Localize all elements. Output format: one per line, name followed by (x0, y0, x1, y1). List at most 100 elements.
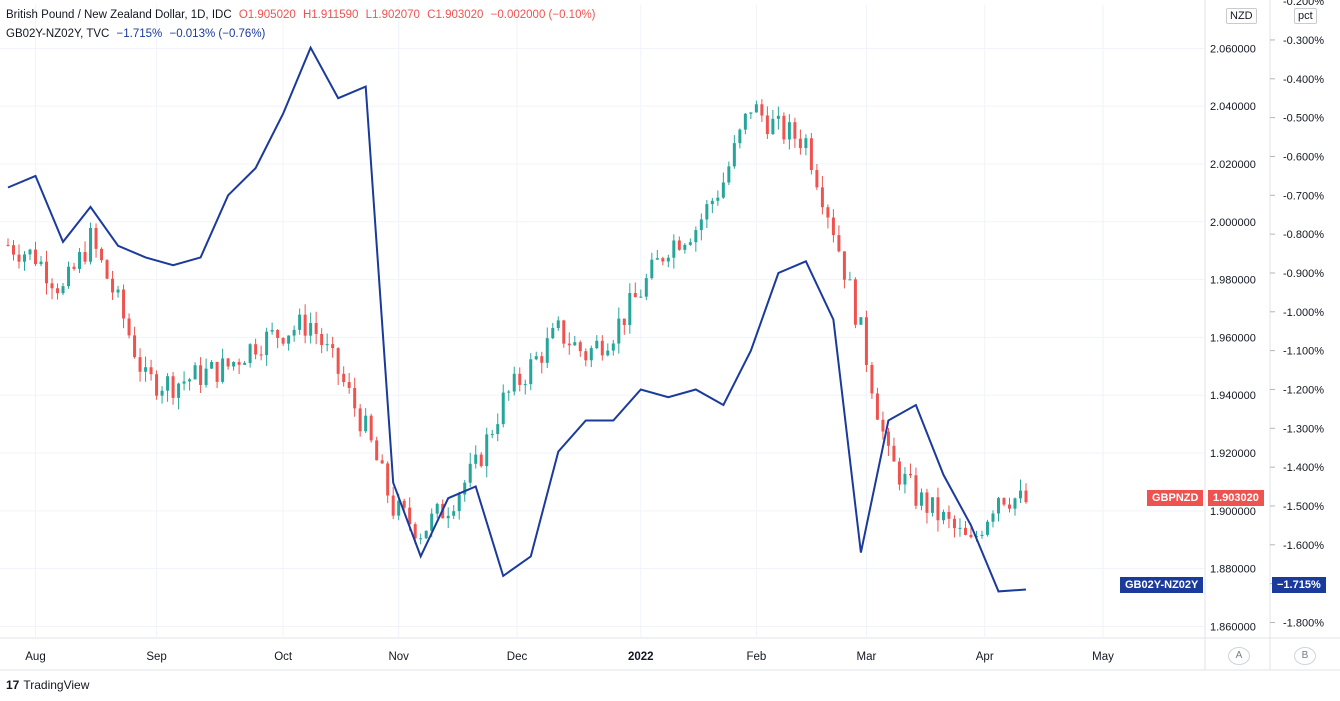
scale-b-button[interactable]: B (1294, 647, 1316, 665)
candle-body (336, 348, 340, 374)
candle-body (127, 318, 131, 336)
candle-body (622, 318, 626, 326)
candle-body (177, 383, 181, 398)
candle-body (936, 497, 940, 521)
candle-body (380, 460, 384, 464)
candle-body (683, 244, 687, 250)
candle-body (309, 322, 313, 336)
legend-spread-change: −0.013% (−0.76%) (169, 28, 266, 40)
candle-body (243, 362, 247, 365)
price-tick-label: 1.960000 (1210, 332, 1256, 344)
candle-body (1013, 498, 1017, 509)
pct-tick-label: -1.800% (1283, 617, 1324, 629)
candle-body (435, 503, 439, 514)
candle-body (870, 364, 874, 394)
candle-body (375, 440, 379, 461)
tradingview-logo-icon: 17 (6, 678, 20, 692)
candle-body (204, 368, 208, 385)
candle-body (963, 527, 967, 535)
time-tick-label: 2022 (628, 651, 654, 663)
candle-body (892, 445, 896, 462)
candle-body (749, 112, 753, 114)
time-tick-label: Nov (388, 651, 409, 663)
candle-body (1007, 504, 1011, 509)
candle-body (314, 322, 318, 334)
candle-body (265, 331, 269, 356)
left-scale-currency-tag[interactable]: NZD (1226, 8, 1257, 24)
candle-body (1024, 490, 1028, 503)
candle-body (116, 289, 120, 293)
candle-body (820, 187, 824, 208)
candle-body (688, 242, 692, 245)
candle-body (754, 104, 758, 113)
candle-body (842, 251, 846, 280)
legend-main-symbol: British Pound / New Zealand Dollar, 1D, … (6, 9, 232, 21)
candle-body (331, 344, 335, 349)
candle-body (644, 278, 648, 297)
candle-body (853, 279, 857, 325)
candle-body (386, 463, 390, 496)
candle-body (798, 138, 802, 149)
candle-body (985, 521, 989, 535)
price-tick-label: 1.940000 (1210, 390, 1256, 402)
candle-body (760, 104, 764, 116)
gbpnzd-name-label: GBPNZD (1147, 490, 1204, 506)
candle-body (138, 357, 142, 372)
scale-a-button[interactable]: A (1228, 647, 1250, 665)
candle-body (1018, 490, 1022, 499)
candle-body (617, 318, 621, 344)
legend-close: C1.903020 (427, 9, 484, 21)
candle-body (996, 498, 1000, 514)
candle-body (611, 343, 615, 351)
pct-tick-label: -1.200% (1283, 384, 1324, 396)
candle-body (34, 249, 38, 265)
candle-body (776, 115, 780, 119)
candle-body (270, 329, 274, 332)
spread-line (7, 45, 1027, 593)
candle-body (193, 365, 197, 380)
candle-body (809, 138, 813, 170)
pct-tick-label: -0.500% (1283, 113, 1324, 125)
candle-body (182, 381, 186, 384)
candle-body (864, 317, 868, 365)
candle-body (111, 278, 115, 293)
candle-body (430, 513, 434, 531)
candle-body (903, 473, 907, 485)
candle-body (512, 373, 516, 392)
candle-body (793, 122, 797, 139)
tradingview-brand[interactable]: 17 TradingView (6, 678, 89, 692)
candle-body (837, 235, 841, 252)
candle-body (650, 259, 654, 279)
legend-spread[interactable]: GB02Y-NZ02Y, TVC −1.715% −0.013% (−0.76%… (6, 28, 269, 40)
candle-body (347, 382, 351, 388)
legend-main[interactable]: British Pound / New Zealand Dollar, 1D, … (6, 9, 600, 21)
candle-body (490, 434, 494, 436)
legend-change: −0.002000 (−0.10%) (490, 9, 596, 21)
candle-body (771, 118, 775, 135)
candle-body (72, 266, 76, 269)
price-tick-label: 1.980000 (1210, 275, 1256, 287)
candle-body (540, 356, 544, 363)
candle-body (562, 320, 566, 344)
candle-body (804, 138, 808, 149)
candle-body (496, 424, 500, 435)
time-tick-label: Apr (976, 651, 994, 663)
candle-body (727, 166, 731, 183)
candle-body (908, 473, 912, 476)
candle-body (859, 317, 863, 325)
candle-body (160, 390, 164, 396)
candle-body (628, 293, 632, 326)
candle-body (958, 527, 962, 529)
pct-tick-label: -0.800% (1283, 229, 1324, 241)
candle-body (661, 258, 665, 262)
right-scale-unit-tag[interactable]: pct (1294, 8, 1317, 24)
candle-body (100, 248, 104, 261)
candle-body (991, 513, 995, 522)
candle-body (787, 122, 791, 140)
candle-body (941, 511, 945, 521)
candle-body (353, 387, 357, 409)
candle-body (364, 415, 368, 432)
candle-body (589, 348, 593, 361)
